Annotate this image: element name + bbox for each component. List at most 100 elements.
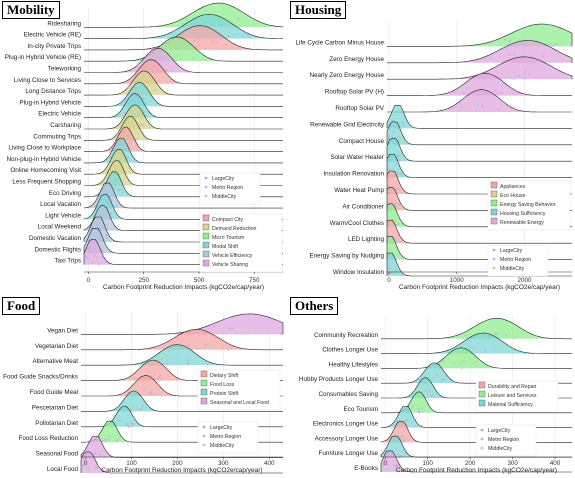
ridge-point [85, 449, 88, 452]
ridge-point [460, 346, 463, 348]
city-legend: LargeCity Metro Region MiddleCity [475, 424, 537, 457]
ridge-point [509, 39, 512, 42]
ridge-point [426, 396, 428, 399]
ridge-13 [84, 137, 283, 164]
category-label: Living Close to Workplace [8, 145, 81, 152]
ridge-point [186, 362, 189, 365]
category-label: Living Close to Services [14, 77, 81, 84]
category-label: Rooftop Solar PV [335, 105, 384, 112]
ridge-point [109, 155, 112, 158]
ridge-9 [386, 154, 572, 178]
ridge-point [464, 334, 467, 337]
category-label: Ridesharing [47, 20, 81, 27]
category-label: Life Cycle Carbon Minus House [295, 39, 384, 46]
ridge-point [397, 240, 400, 243]
ridge-point [395, 223, 398, 226]
ridge-point [382, 465, 385, 468]
category-label: Warm/Cool Clothes [330, 220, 384, 227]
type-legend-label: Appliances [500, 184, 526, 190]
ridge-point [397, 223, 400, 226]
category-label: Pescetarian Diet [32, 404, 78, 411]
category-label: Healthy Lifestyles [329, 361, 378, 368]
type-legend-label: Modal Shift [212, 244, 239, 250]
city-legend-label: LargeCity [210, 425, 233, 431]
ridge-point [472, 104, 475, 106]
ridge-point [386, 468, 389, 471]
city-legend-box [487, 244, 549, 277]
category-label: Water Heat Pump [334, 187, 384, 194]
city-legend-label: MiddleCity [488, 446, 513, 452]
ridge-point [386, 464, 389, 467]
ridge-point [166, 69, 169, 72]
ridge-point [142, 97, 145, 100]
ridge-point [127, 156, 129, 159]
ridge-point [85, 254, 87, 257]
ridge-point [153, 392, 156, 395]
ridge-point [85, 257, 88, 260]
ridge-point [162, 344, 165, 347]
ridge-point [477, 104, 480, 106]
ridge-point [110, 212, 112, 215]
category-label: LED Lighting [348, 236, 385, 243]
ridge-point [280, 333, 282, 336]
ridge-point [424, 389, 427, 392]
ridge-point [107, 437, 110, 440]
ridge-point [475, 110, 478, 112]
ridge-point [101, 255, 104, 258]
type-legend-box [199, 213, 283, 273]
type-legend-swatch [490, 208, 498, 216]
ridge-point [173, 56, 176, 59]
type-legend-box [197, 369, 281, 411]
type-legend-swatch [202, 214, 210, 222]
city-legend-label: MiddleCity [212, 194, 237, 200]
x-tick-label: 2000 [518, 277, 533, 284]
ridge-point [93, 260, 96, 263]
mobility-panel: Mobility Ridesharing Electric Vehicle (RE)… [0, 0, 287, 292]
type-legend-swatch [490, 190, 498, 198]
ridge-point [134, 74, 137, 77]
ridge-point [131, 422, 134, 425]
ridge-point [513, 337, 516, 340]
type-legend: Compact City Demand Reduction Micro Touris… [199, 213, 283, 273]
ridge-point [149, 391, 152, 394]
ridge-point [163, 357, 166, 360]
x-tick-label: 750 [249, 277, 260, 284]
type-legend-swatch [478, 390, 486, 398]
ridge-point [139, 123, 142, 126]
others-panel-title: Others [290, 297, 339, 315]
ridge-7 [386, 121, 572, 146]
ridge-point [504, 38, 507, 41]
category-label: Nearly Zero Energy House [309, 72, 384, 79]
category-label: Accessory Longer Use [315, 435, 379, 442]
ridge-point [458, 362, 461, 365]
ridge-point [126, 86, 129, 89]
ridge-point [94, 452, 97, 455]
type-legend-swatch [202, 232, 210, 240]
ridge-point [398, 159, 401, 162]
ridge-point [468, 345, 471, 348]
category-label: Less Frequent Shopping [12, 179, 81, 186]
city-legend-marker [204, 185, 208, 189]
ridge-3 [84, 25, 283, 51]
ridge-point [452, 362, 455, 365]
ridge-point [452, 106, 455, 109]
type-legend-box [487, 180, 571, 231]
ridge-point [402, 121, 404, 124]
ridge-point [105, 223, 108, 226]
ridge-point [136, 407, 139, 410]
ridge-point [400, 455, 403, 457]
category-label: Plug-in Hybrid Vehicle (RE) [5, 54, 81, 61]
ridge-point [523, 71, 526, 74]
ridge-9 [80, 436, 283, 458]
ridge-point [170, 70, 173, 73]
city-legend-box [197, 421, 259, 454]
category-label: Consumables Saving [318, 391, 378, 398]
ridge-point [192, 57, 195, 60]
type-legend-swatch [200, 388, 208, 396]
city-legend-marker [492, 257, 496, 261]
ridge-4 [387, 72, 572, 96]
ridge-point [130, 408, 133, 410]
ridge-point [418, 376, 421, 379]
type-legend-swatch [200, 397, 208, 405]
